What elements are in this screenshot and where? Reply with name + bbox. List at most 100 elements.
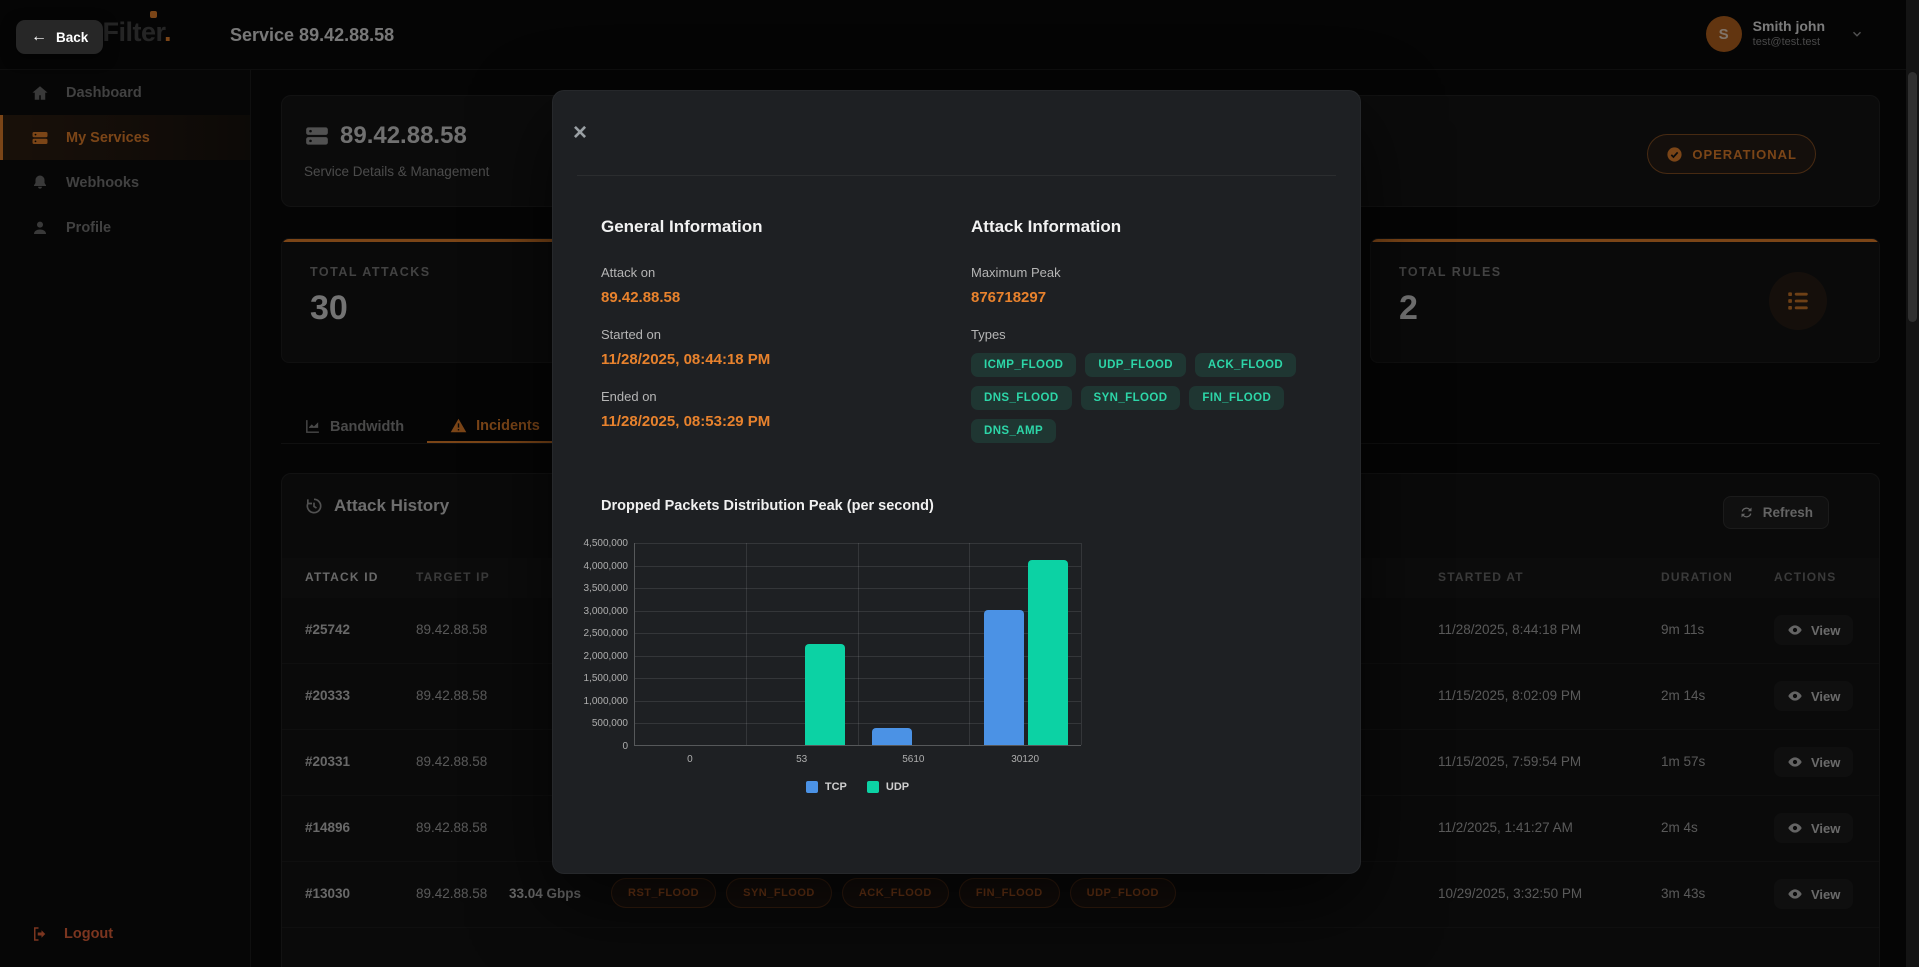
sidebar-item-dashboard[interactable]: Dashboard <box>0 70 250 115</box>
tab-label: Bandwidth <box>330 418 405 435</box>
attack-information-section: Attack Information Maximum Peak 87671829… <box>971 217 1321 443</box>
actions: View <box>1774 681 1854 711</box>
actions: View <box>1774 813 1854 843</box>
attack-id: #20333 <box>305 688 351 703</box>
eye-icon <box>1787 754 1803 770</box>
view-label: View <box>1811 754 1841 770</box>
back-arrow-icon: ← <box>31 28 47 45</box>
maximum-peak-value: 876718297 <box>971 289 1047 306</box>
user-email: test@test.test <box>1752 35 1821 48</box>
gridline <box>635 723 1081 725</box>
gridline <box>635 633 1081 635</box>
started-at: 11/28/2025, 8:44:18 PM <box>1438 622 1582 637</box>
type-chip: DNS_AMP <box>971 419 1057 443</box>
user-icon <box>30 219 50 237</box>
logo-dot: . <box>164 17 172 47</box>
tab-incidents[interactable]: Incidents <box>427 410 563 443</box>
type-pill: RST_FLOOD <box>611 878 717 908</box>
service-subtitle: Service Details & Management <box>304 164 490 179</box>
duration: 9m 11s <box>1661 622 1705 637</box>
attack-history-card: Attack History Refresh ATTACK ID TARGET I… <box>281 473 1880 967</box>
y-axis-tick: 0 <box>622 741 628 752</box>
bar-udp <box>804 643 845 745</box>
view-button[interactable]: View <box>1774 879 1854 909</box>
sidebar-item-label: My Services <box>66 129 150 146</box>
general-information-title: General Information <box>601 217 763 236</box>
avatar: S <box>1705 16 1742 52</box>
attack-information-title: Attack Information <box>971 217 1122 236</box>
legend-label: UDP <box>885 781 910 793</box>
sidebar-item-label: Dashboard <box>66 84 142 101</box>
home-icon <box>30 84 50 102</box>
gridline <box>635 543 1081 544</box>
sidebar-item-my-services[interactable]: My Services <box>0 115 250 160</box>
y-axis-tick: 1,500,000 <box>583 673 629 685</box>
type-chip: ICMP_FLOOD <box>971 353 1077 377</box>
actions: View <box>1774 879 1854 909</box>
type-pill: FIN_FLOOD <box>958 878 1060 908</box>
gridline <box>635 655 1081 657</box>
view-label: View <box>1811 622 1841 638</box>
bell-icon <box>30 174 50 192</box>
eye-icon <box>1787 820 1803 836</box>
attack-details-modal: × General Information Attack on 89.42.88.… <box>552 90 1361 874</box>
sidebar-item-webhooks[interactable]: Webhooks <box>0 160 250 205</box>
type-pill: ACK_FLOOD <box>841 878 949 908</box>
duration: 2m 4s <box>1661 820 1698 835</box>
attack-id: #14896 <box>305 820 351 835</box>
tab-label: Incidents <box>476 417 540 434</box>
table-row: #13030 89.42.88.58 33.04 Gbps RST_FLOOD SYN_… <box>282 862 1879 928</box>
scrollbar-thumb[interactable] <box>1908 72 1917 322</box>
check-circle-icon <box>1666 146 1683 163</box>
sidebar-item-label: Profile <box>66 219 112 236</box>
close-icon[interactable]: × <box>573 119 588 146</box>
view-button[interactable]: View <box>1774 681 1854 711</box>
scrollbar[interactable] <box>1906 0 1919 967</box>
view-button[interactable]: View <box>1774 813 1854 843</box>
view-button[interactable]: View <box>1774 747 1854 777</box>
view-button[interactable]: View <box>1774 615 1854 645</box>
user-name: Smith john <box>1752 18 1825 35</box>
gridline <box>635 700 1081 702</box>
chart-y-axis: 4,500,000 4,000,000 3,500,000 3,000,000 2,50… <box>553 538 629 752</box>
attack-id: #25742 <box>305 622 351 637</box>
refresh-button[interactable]: Refresh <box>1722 496 1829 529</box>
types-label: Types <box>971 327 1006 342</box>
column-header: ACTIONS <box>1774 570 1837 584</box>
gridline <box>1081 543 1082 745</box>
user-menu[interactable]: S Smith john test@test.test <box>1705 16 1864 52</box>
column-header: ATTACK ID <box>305 570 379 584</box>
tab-bandwidth[interactable]: Bandwidth <box>281 410 427 443</box>
y-axis-tick: 3,500,000 <box>583 583 629 595</box>
status-badge: OPERATIONAL <box>1647 134 1816 174</box>
gridline <box>635 565 1081 567</box>
view-label: View <box>1811 820 1841 836</box>
back-label: Back <box>56 29 89 45</box>
type-chip: ACK_FLOOD <box>1194 353 1297 377</box>
chart-title: Dropped Packets Distribution Peak (per s… <box>601 498 934 514</box>
duration: 2m 14s <box>1661 688 1706 703</box>
chart-icon <box>304 418 321 435</box>
sidebar-item-profile[interactable]: Profile <box>0 205 250 250</box>
legend-label: TCP <box>824 781 847 793</box>
refresh-icon <box>1739 505 1754 520</box>
attack-type-chips: ICMP_FLOOD UDP_FLOOD ACK_FLOOD DNS_FLOOD SYN… <box>971 353 1321 443</box>
gridline <box>969 543 971 745</box>
back-button[interactable]: ← Back <box>16 20 104 54</box>
sidebar: Dashboard My Services Webhooks Profile Logo… <box>0 70 251 967</box>
sidebar-item-logout[interactable]: Logout <box>0 925 250 943</box>
gridline <box>745 543 747 745</box>
eye-icon <box>1787 622 1803 638</box>
sidebar-nav: Dashboard My Services Webhooks Profile <box>0 70 250 250</box>
gridline <box>635 678 1081 680</box>
view-label: View <box>1811 886 1841 902</box>
total-attacks-label: TOTAL ATTACKS <box>310 265 431 279</box>
total-attacks-value: 30 <box>310 289 348 327</box>
target-ip: 89.42.88.58 <box>416 622 488 637</box>
total-rules-value: 2 <box>1399 289 1418 327</box>
eye-icon <box>1787 886 1803 902</box>
view-label: View <box>1811 688 1841 704</box>
attack-types: RST_FLOOD SYN_FLOOD ACK_FLOOD FIN_FLOOD UDP_… <box>611 878 1176 908</box>
started-at: 11/15/2025, 7:59:54 PM <box>1438 754 1582 769</box>
